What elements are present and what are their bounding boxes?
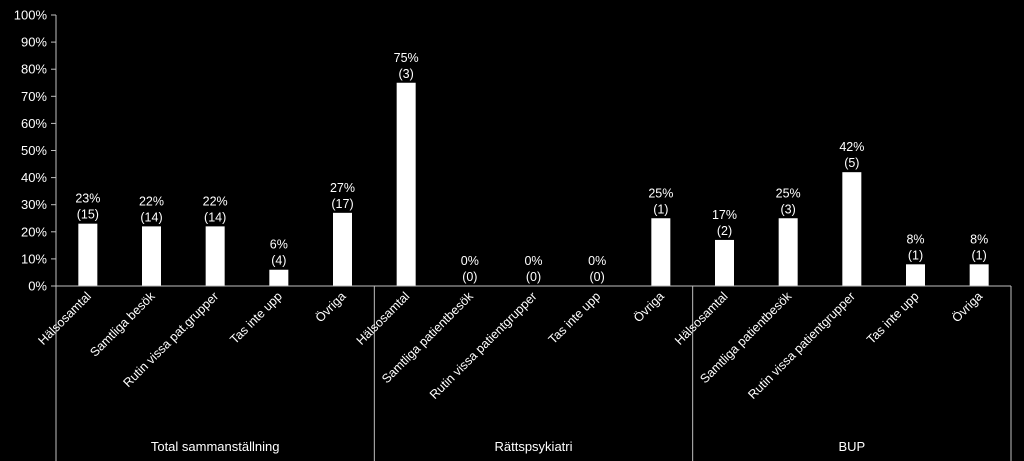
category-label: Rutin vissa patientgrupper [745,289,858,402]
data-label-count: (1) [908,248,923,262]
y-tick-label: 60% [21,116,47,131]
data-label-percent: 27% [330,181,355,195]
bar [142,226,161,286]
data-label-percent: 0% [588,254,606,268]
data-label-count: (4) [271,254,286,268]
bar [78,223,98,286]
group-label: Rättspsykiatri [494,439,572,454]
bar [205,226,225,286]
data-label-count: (0) [526,270,541,284]
data-label-percent: 0% [524,254,542,268]
bar [969,264,989,286]
category-label: Övriga [949,289,985,325]
category-label: Övriga [313,289,349,325]
bar [396,82,416,286]
bar [842,172,862,286]
data-label-percent: 0% [461,254,479,268]
data-label-count: (3) [781,202,796,216]
category-label: Rutin vissa patientgrupper [427,289,540,402]
data-labels: 23% (15) 22% (14) 22% (14) 6% (4) 27% (17) 75% (3) 0… [75,51,988,284]
data-label-percent: 8% [970,232,988,246]
data-label-percent: 23% [75,192,100,206]
data-label-count: (17) [331,197,353,211]
data-label-count: (0) [590,270,605,284]
category-label: Hälsosamtal [672,289,731,348]
data-label-percent: 22% [203,194,228,208]
data-label-percent: 22% [139,194,164,208]
data-label-percent: 6% [270,238,288,252]
data-label-count: (3) [399,67,414,81]
y-tick-label: 40% [21,170,47,185]
data-label-count: (1) [653,202,668,216]
y-tick-label: 100% [14,8,48,23]
y-tick-label: 70% [21,89,47,104]
y-tick-label: 0% [28,279,47,294]
data-label-count: (14) [204,210,226,224]
data-label-percent: 8% [906,232,924,246]
y-axis: 0% 10% 20% 30% 40% 50% 60% 70% 80% 90% 100% [14,8,57,294]
bar [269,269,289,286]
data-label-percent: 17% [712,208,737,222]
category-label: Samtliga besök [87,289,158,360]
data-label-count: (14) [140,210,162,224]
bar [333,212,352,286]
data-label-percent: 25% [776,186,801,200]
bars [78,82,989,286]
data-label-count: (0) [462,270,477,284]
category-label: Tas inte upp [864,289,922,347]
category-label: Tas inte upp [546,289,604,347]
y-tick-label: 10% [21,251,47,266]
data-label-count: (1) [972,248,987,262]
y-tick-label: 20% [21,224,47,239]
group-label: BUP [838,439,865,454]
bar [778,218,798,286]
data-label-count: (15) [77,208,99,222]
y-tick-label: 30% [21,197,47,212]
bar [651,218,671,286]
data-label-count: (2) [717,224,732,238]
group-label: Total sammanställning [151,439,280,454]
bar [906,264,925,286]
category-label: Hälsosamtal [354,289,413,348]
data-label-count: (5) [844,156,859,170]
data-label-percent: 25% [648,186,673,200]
y-tick-label: 90% [21,35,47,50]
y-tick-label: 50% [21,143,47,158]
category-label: Hälsosamtal [35,289,94,348]
y-tick-label: 80% [21,62,47,77]
data-label-percent: 42% [839,140,864,154]
category-label: Övriga [631,289,667,325]
bar [715,239,734,286]
category-label: Tas inte upp [227,289,285,347]
data-label-percent: 75% [394,51,419,65]
